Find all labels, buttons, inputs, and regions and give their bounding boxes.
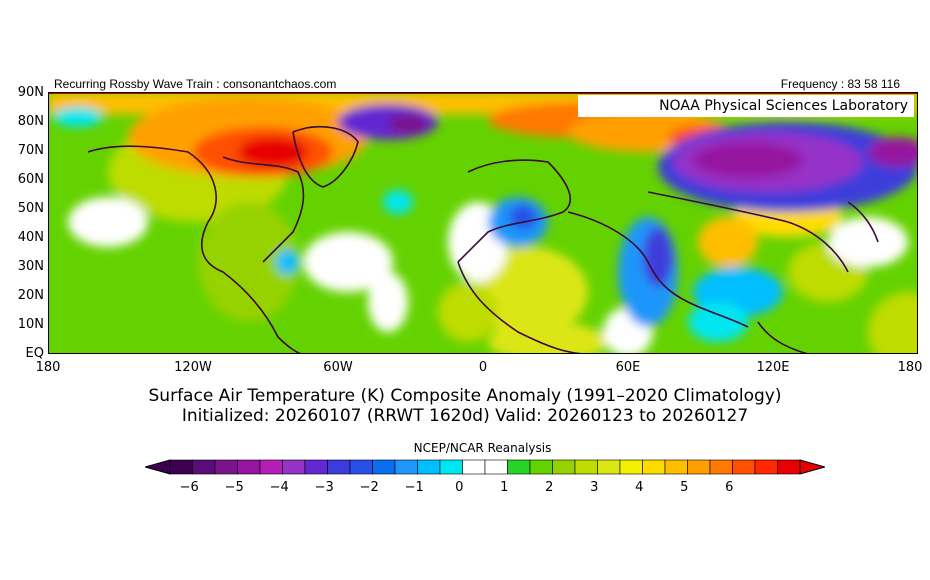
colorbar-arrow-max (799, 459, 825, 475)
header-right-text: Frequency : 83 58 116 (780, 77, 900, 91)
colorbar-tick-label: 0 (455, 480, 464, 495)
colorbar-cell (732, 459, 756, 475)
colorbar-tick-label: −3 (314, 480, 334, 495)
colorbar-cell (349, 459, 373, 475)
colorbar-cell (619, 459, 643, 475)
colorbar-cell (687, 459, 711, 475)
lon-label-120w: 120W (174, 360, 212, 375)
colorbar-cell (169, 459, 193, 475)
colorbar-tick-label: −2 (359, 480, 379, 495)
colorbar-tick-label: −6 (179, 480, 199, 495)
lon-label-60w: 60W (323, 360, 353, 375)
colorbar-cell (304, 459, 328, 475)
lat-label-40n: 40N (17, 230, 44, 245)
lat-label-30n: 30N (17, 259, 44, 274)
lon-label-0: 0 (478, 360, 488, 375)
lat-label-20n: 20N (17, 288, 44, 303)
colorbar-cell (574, 459, 598, 475)
colorbar-cell (709, 459, 733, 475)
lat-label-50n: 50N (17, 201, 44, 216)
colorbar-tick-label: 1 (500, 480, 509, 495)
colorbar-cell (552, 459, 576, 475)
lon-label-180e: 180 (897, 360, 923, 375)
lat-label-eq: EQ (25, 346, 44, 361)
colorbar-tick-label: 5 (680, 480, 689, 495)
lat-label-70n: 70N (17, 143, 44, 158)
colorbar-cell (372, 459, 396, 475)
colorbar-arrow-min (145, 459, 171, 475)
colorbar-cell (597, 459, 621, 475)
colorbar-cell (417, 459, 441, 475)
colorbar-tick-label: −1 (404, 480, 424, 495)
colorbar-cell (777, 459, 801, 475)
colorbar-cell (439, 459, 463, 475)
colorbar-cell (259, 459, 283, 475)
lat-label-60n: 60N (17, 172, 44, 187)
colorbar-cell (664, 459, 688, 475)
data-source-label: NCEP/NCAR Reanalysis (413, 441, 552, 455)
colorbar-tick-label: −4 (269, 480, 289, 495)
colorbar-cell (529, 459, 553, 475)
colorbar-cell (642, 459, 666, 475)
lat-label-10n: 10N (17, 317, 44, 332)
colorbar-tick-label: 4 (635, 480, 644, 495)
colorbar-cell (754, 459, 778, 475)
lon-label-180w: 180 (35, 360, 61, 375)
lat-label-80n: 80N (17, 114, 44, 129)
colorbar-cell (214, 459, 238, 475)
colorbar-tick-label: 3 (590, 480, 599, 495)
colorbar-cell (394, 459, 418, 475)
figure-title-line1: Surface Air Temperature (K) Composite An… (148, 386, 782, 406)
temperature-anomaly-map (48, 92, 918, 354)
header-left-text: Recurring Rossby Wave Train : consonantc… (54, 77, 337, 91)
colorbar-cell (237, 459, 261, 475)
colorbar-tick-label: 2 (545, 480, 554, 495)
lat-label-90n: 90N (17, 85, 44, 100)
colorbar-cell (484, 459, 508, 475)
anomaly-field (48, 92, 918, 354)
colorbar-cell (282, 459, 306, 475)
colorbar-tick-label: 6 (725, 480, 734, 495)
colorbar-cell (507, 459, 531, 475)
colorbar-cell (462, 459, 486, 475)
colorbar-cell (327, 459, 351, 475)
figure-title-line2: Initialized: 20260107 (RRWT 1620d) Valid… (181, 406, 749, 426)
colorbar-cell (192, 459, 216, 475)
map-border (48, 92, 918, 354)
noaa-credit-label: NOAA Physical Sciences Laboratory (578, 95, 914, 117)
lon-label-120e: 120E (756, 360, 790, 375)
colorbar-tick-label: −5 (224, 480, 244, 495)
coastlines (87, 126, 879, 354)
colorbar (145, 459, 825, 475)
lon-label-60e: 60E (615, 360, 641, 375)
